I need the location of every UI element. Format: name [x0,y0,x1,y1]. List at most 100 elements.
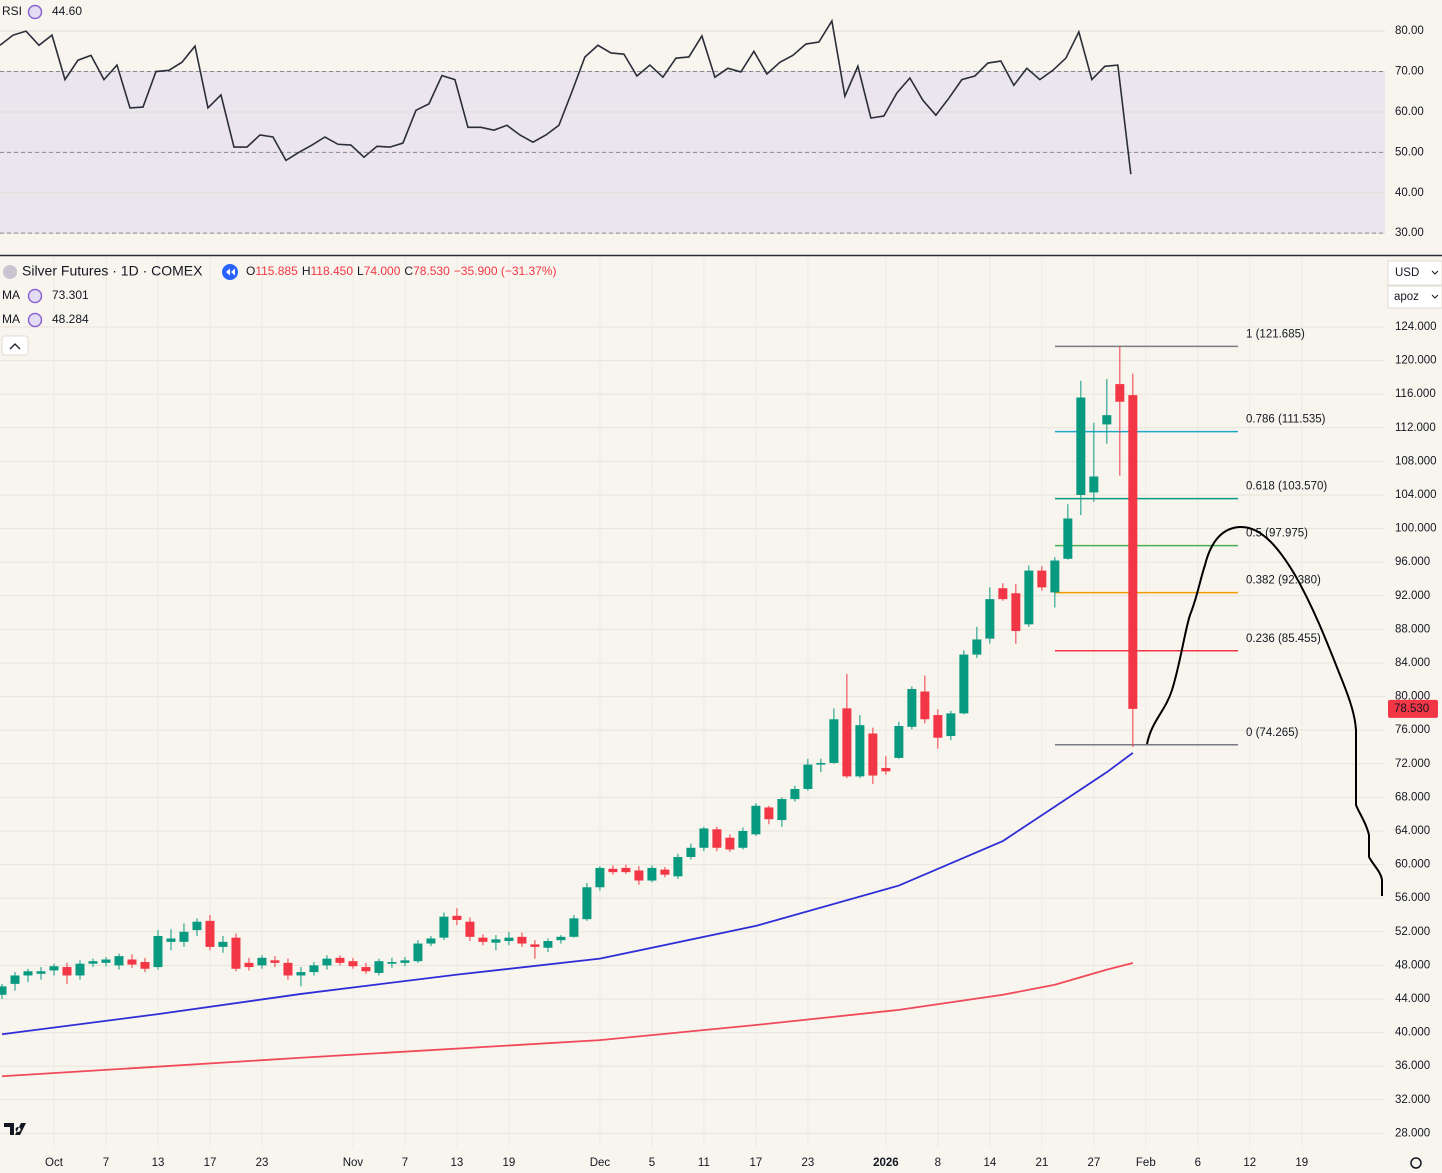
candle-body [920,691,930,720]
candle-body [101,959,111,963]
candle-body [868,733,878,776]
y-tick-label: 96.000 [1395,556,1430,568]
y-tick-label: 88.000 [1395,623,1430,635]
y-tick-label: 120.000 [1395,355,1437,367]
candle-body [660,869,670,875]
y-tick-label: 116.000 [1395,388,1436,400]
candle-body [231,937,241,969]
y-tick-label: 92.000 [1395,590,1430,602]
candle-body [88,961,98,964]
candle-body [556,936,566,941]
candle-body [62,967,72,976]
candle-body [621,867,631,873]
candle-body [595,867,605,888]
ohlc-value: 74.000 [364,264,401,278]
candle-body [205,920,215,947]
y-tick-label: 56.000 [1395,892,1430,904]
y-tick-label: 40.00 [1395,187,1424,199]
ma-name: MA [2,312,20,326]
y-tick-label: 48.000 [1395,959,1430,971]
candle-body [829,719,839,763]
y-tick-label: 60.000 [1395,859,1430,871]
scale-button[interactable] [1387,285,1442,309]
y-tick-label: 70.00 [1395,66,1424,78]
x-tick-label: 12 [1243,1157,1256,1169]
ma-line [1,962,1134,1078]
fib-label: 0.618 (103.570) [1246,481,1327,493]
candle-body [1050,560,1060,593]
y-tick-label: 64.000 [1395,825,1430,837]
candle-body [257,957,267,966]
candle-body [348,961,358,967]
ohlc-change: −35.900 (−31.37%) [454,264,557,278]
candle-body [361,967,371,972]
candle-body [244,962,254,968]
y-tick-label: 104.000 [1395,489,1437,501]
candle-body [1024,570,1034,625]
x-tick-label: 13 [451,1157,464,1169]
candle-body [49,966,59,971]
currency-chevron [1431,270,1439,275]
scale-menu: apoz [1394,291,1419,303]
candle-body [1076,397,1086,495]
fib-label: 0.382 (92.380) [1246,575,1321,587]
candle-body [478,937,488,942]
settings-icon[interactable] [27,288,43,304]
x-tick-label: 17 [204,1157,217,1169]
candle-body [23,971,33,976]
price-panel: Oct 7 13 17 23 Nov 7 13 19 Dec 5 11 17 23 2026 8 14 21 27 F… [0,257,1438,1169]
ma-line [1,752,1134,1036]
replay-glyph [226,268,235,276]
candle-body [1063,518,1073,559]
y-tick-label: 60.00 [1395,106,1424,118]
currency-button[interactable] [1387,260,1442,286]
fib-label: 0.786 (111.535) [1246,414,1326,426]
y-tick-label: 84.000 [1395,657,1430,669]
candle-body [114,956,124,966]
settings-icon[interactable] [27,4,43,20]
y-tick-label: 76.000 [1395,724,1430,736]
candle-body [530,944,540,947]
candle-body [75,963,85,976]
candle-body [751,805,761,835]
candle-body [738,830,748,848]
candle-body [413,943,423,962]
candle-body [933,715,943,738]
last-price-label: 78.530 [1394,703,1429,715]
candle-body [166,938,176,942]
candle-body [1128,395,1138,709]
candle-body [582,887,592,920]
candle-body [179,931,189,942]
x-tick-label: Oct [45,1157,64,1169]
ma-name: MA [2,288,20,302]
candle-body [452,915,462,921]
candle-body [998,588,1008,600]
symbol-icon[interactable] [3,265,17,279]
y-tick-label: 36.000 [1395,1060,1430,1072]
drawn-curve [1146,525,1383,896]
candle-body [907,689,917,727]
y-tick-label: 124.000 [1395,321,1437,333]
candle-body [283,962,293,976]
collapse-button[interactable] [1,335,29,356]
candle-body [192,921,202,931]
y-tick-label: 32.000 [1395,1094,1430,1106]
fib-label: 0 (74.265) [1246,727,1299,739]
y-tick-label: 50.00 [1395,146,1424,158]
settings-icon[interactable] [27,312,43,328]
ohlc-key: H [302,264,311,278]
candle-body [387,962,397,964]
candle-body [36,971,46,974]
candle-body [153,935,163,968]
ohlc-key: C [404,264,413,278]
rsi-value: 44.60 [52,4,82,18]
settings-gear[interactable] [1410,1157,1422,1169]
candle-body [270,960,280,963]
candle-body [725,837,735,850]
x-tick-label: 21 [1035,1157,1048,1169]
x-tick-label: 8 [935,1157,941,1169]
x-tick-label: 23 [801,1157,814,1169]
candle-body [504,937,514,942]
